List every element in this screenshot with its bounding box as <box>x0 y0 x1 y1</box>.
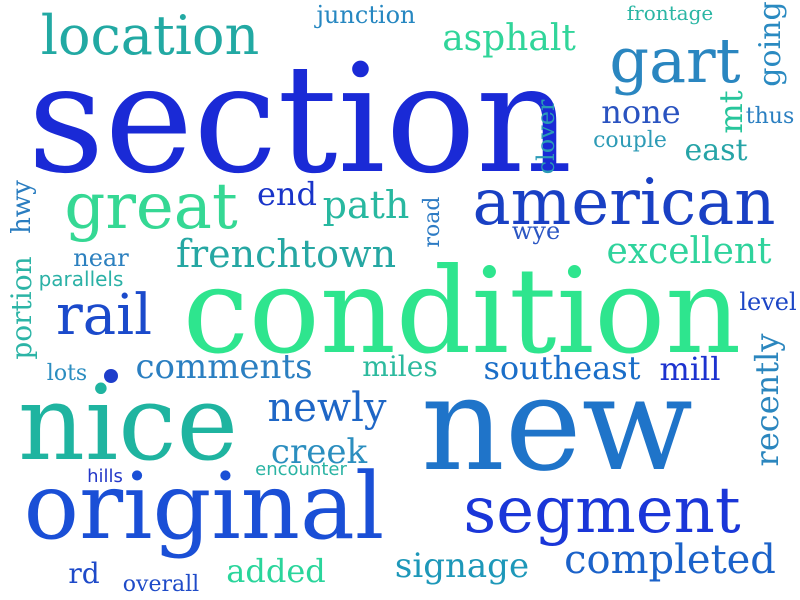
word-hills: hills <box>87 466 123 487</box>
word-wye: wye <box>511 217 561 245</box>
word-clover: clover <box>532 99 560 175</box>
bullet-dot <box>104 369 118 383</box>
word-signage: signage <box>394 546 530 586</box>
word-location: location <box>40 4 260 67</box>
word-near: near <box>73 244 129 272</box>
word-none: none <box>601 93 681 131</box>
word-going: going <box>753 1 788 87</box>
word-portion: portion <box>5 256 38 360</box>
word-creek: creek <box>270 432 368 472</box>
word-couple: couple <box>593 128 667 153</box>
word-original: original <box>23 453 385 560</box>
word-southeast: southeast <box>483 349 641 387</box>
word-road: road <box>420 196 445 248</box>
word-parallels: parallels <box>38 267 124 291</box>
word-condition: condition <box>182 242 742 380</box>
word-nice: nice <box>17 362 239 484</box>
word-segment: segment <box>463 474 741 548</box>
word-comments: comments <box>135 347 313 387</box>
word-overall: overall <box>122 572 200 597</box>
word-mt: mt <box>712 90 750 134</box>
word-recently: recently <box>748 333 786 467</box>
word-miles: miles <box>362 350 438 383</box>
word-east: east <box>684 133 748 168</box>
word-great: great <box>64 170 238 244</box>
word-excellent: excellent <box>606 231 772 272</box>
word-rd: rd <box>68 557 100 590</box>
word-path: path <box>322 183 410 227</box>
word-gart: gart <box>609 24 741 97</box>
word-completed: completed <box>564 537 776 583</box>
word-newly: newly <box>267 385 387 431</box>
word-end: end <box>256 175 318 213</box>
word-asphalt: asphalt <box>442 18 576 59</box>
word-frenchtown: frenchtown <box>175 232 397 276</box>
word-hwy: hwy <box>7 180 37 234</box>
word-encounter: encounter <box>255 459 347 480</box>
word-section: section <box>27 33 573 207</box>
word-frontage: frontage <box>626 1 714 25</box>
word-lots: lots <box>46 361 88 386</box>
word-new: new <box>421 348 693 500</box>
word-mill: mill <box>659 350 721 388</box>
word-added: added <box>226 552 326 590</box>
word-american: american <box>472 166 776 240</box>
word-level: level <box>739 288 797 316</box>
word-thus: thus <box>745 104 795 129</box>
word-rail: rail <box>56 283 152 348</box>
word-junction: junction <box>316 1 416 29</box>
